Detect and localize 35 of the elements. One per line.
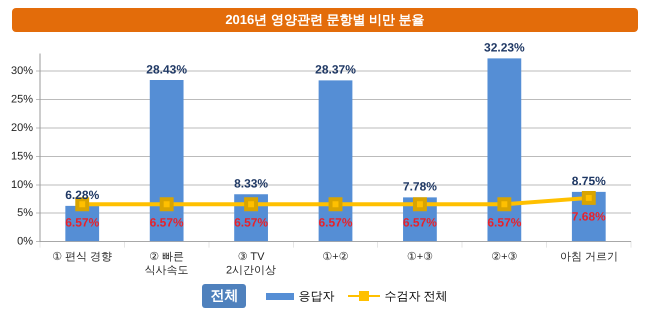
data-label: 8.75% (572, 174, 606, 188)
x-tick-label: 아침 거르기 (560, 251, 618, 264)
bar (150, 80, 184, 242)
y-tick-label: 5% (17, 207, 34, 220)
data-label: 28.37% (315, 62, 356, 77)
legend-label: 수검자 전체 (384, 288, 448, 304)
chart-title: 2016년 영양관련 문항별 비만 분율 (12, 8, 638, 32)
y-tick-label: 20% (10, 122, 34, 134)
x-tick-label: ①+② (322, 251, 349, 264)
data-label: 6.57% (402, 216, 438, 230)
data-label: 6.57% (234, 216, 268, 230)
x-tick-label: ① 편식 경향 (52, 251, 112, 264)
y-tick-label: 0% (17, 236, 34, 248)
x-tick-label: ② 빠른 식사속도 (144, 251, 189, 276)
data-label: 8.33% (234, 176, 268, 191)
data-label: 6.57% (318, 216, 353, 230)
data-label: 6.57% (150, 216, 184, 230)
data-label: 7.78% (402, 180, 438, 194)
y-tick-label: 25% (10, 94, 34, 106)
data-label: 6.57% (65, 216, 100, 230)
bar (318, 80, 352, 242)
x-tick-label: ②+③ (491, 251, 518, 264)
data-label: 32.23% (484, 40, 526, 55)
data-label: 6.57% (487, 216, 522, 230)
legend-label: 응답자 (298, 288, 334, 304)
legend-title: 전체 (202, 284, 246, 308)
data-label: 7.68% (572, 209, 606, 224)
y-tick-label: 30% (10, 65, 34, 78)
data-label: 6.28% (65, 188, 100, 202)
bar (487, 58, 522, 242)
y-tick-label: 10% (10, 178, 34, 191)
x-tick-label: ①+③ (406, 251, 434, 264)
x-tick-label: ③ TV 2시간이상 (226, 251, 276, 276)
y-tick-label: 15% (10, 150, 34, 162)
data-label: 28.43% (146, 62, 188, 76)
